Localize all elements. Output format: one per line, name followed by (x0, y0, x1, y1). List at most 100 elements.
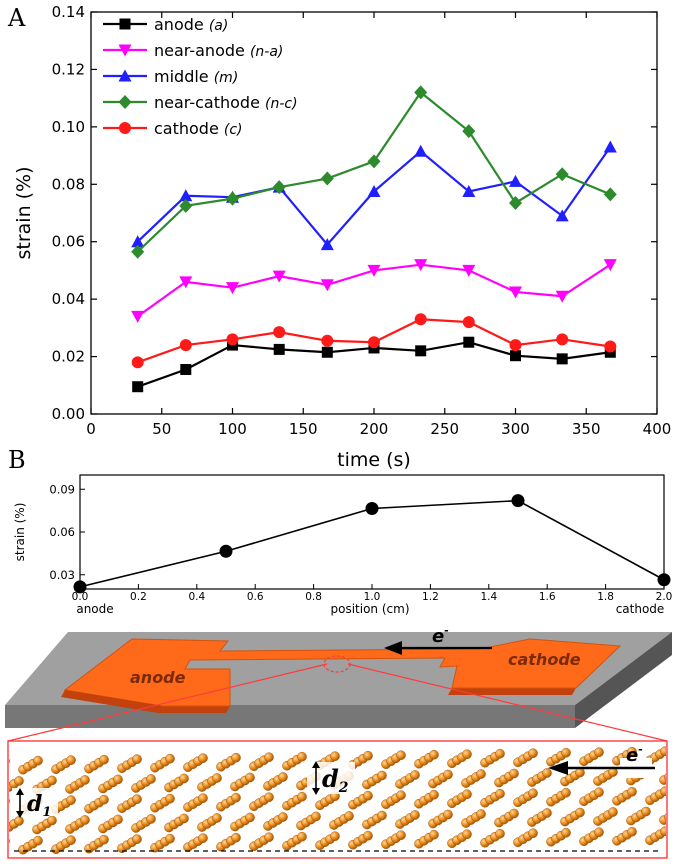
lattice-atom (476, 769, 486, 779)
lattice-atom (198, 793, 208, 803)
lattice-atom (561, 747, 571, 758)
lattice-atom (66, 795, 76, 805)
panel-a-label: A (7, 4, 26, 32)
lattice-atom (33, 755, 43, 766)
a-point-near_cathode (414, 85, 428, 100)
a-point-anode (180, 363, 192, 375)
lattice-atom (429, 829, 439, 840)
b-y-tick-label: 0.06 (49, 525, 75, 539)
lattice-atom (575, 767, 585, 778)
a-point-anode (132, 381, 144, 393)
b-x-tick-label: 1.8 (597, 591, 614, 603)
legend-marker-anode (119, 18, 131, 30)
b-x-tick-label: 1.2 (422, 591, 439, 603)
b-y-tick-label: 0.09 (49, 482, 75, 496)
lattice-atom (363, 830, 373, 841)
a-point-cathode (273, 326, 286, 339)
lattice-atom (594, 787, 604, 798)
a-point-near_anode (509, 286, 522, 299)
lattice-atom (396, 750, 406, 761)
b-point (219, 544, 233, 558)
substrate-front (5, 705, 575, 728)
a-point-cathode (414, 313, 427, 326)
panel-b-anode-end-label: anode (76, 602, 113, 616)
a-y-tick-label: 0.12 (52, 60, 85, 78)
panel-a-series (131, 85, 617, 393)
a-point-cathode (368, 336, 380, 349)
lattice-atom (509, 768, 519, 779)
legend-marker-cathode (119, 122, 131, 134)
lattice-atom (297, 751, 307, 762)
lattice-atom (669, 769, 675, 778)
a-point-cathode (179, 339, 192, 352)
lattice-atom (664, 773, 666, 781)
b-x-tick-label: 1.0 (364, 591, 381, 603)
b-x-tick-label: 0.0 (72, 591, 89, 603)
lattice-atom (0, 760, 5, 769)
a-y-tick-label: 0.08 (52, 175, 85, 193)
lattice-atom (212, 813, 222, 823)
a-point-anode (463, 336, 475, 348)
lattice-atom (542, 808, 552, 818)
lattice-atom (99, 754, 109, 765)
lattice-atom (0, 800, 5, 809)
lattice-atom (528, 828, 538, 839)
panel-b-series (73, 494, 671, 594)
a-point-middle (414, 144, 428, 157)
a-point-near_cathode (509, 195, 522, 210)
panel-a-y-axis-title: strain (%) (13, 166, 35, 259)
a-series-line-near_cathode (136, 90, 611, 253)
a-x-tick-label: 350 (572, 420, 601, 438)
a-point-middle (555, 209, 569, 222)
a-point-anode (510, 350, 521, 362)
a-point-anode (321, 346, 333, 358)
a-x-tick-label: 100 (218, 420, 247, 438)
a-point-near_cathode (320, 171, 334, 186)
a-y-tick-label: 0.10 (52, 118, 85, 136)
lattice-atom (462, 789, 472, 800)
lattice-atom (80, 775, 90, 785)
lattice-atom (344, 811, 354, 821)
lattice-atom (495, 828, 505, 839)
a-x-tick-label: 250 (430, 420, 459, 438)
b-x-tick-label: 0.4 (188, 591, 205, 603)
lattice-atom (278, 772, 288, 782)
lattice-atom (47, 775, 57, 786)
a-point-near_anode (179, 276, 193, 289)
panel-b-x-axis-title: position (cm) (331, 602, 410, 616)
lattice-atom (528, 748, 538, 759)
lattice-atom (410, 810, 420, 820)
lattice-atom (14, 816, 24, 826)
b-y-tick-label: 0.03 (49, 568, 75, 582)
electron-label: e- (432, 624, 449, 647)
lattice-atom (9, 758, 10, 764)
b-x-tick-label: 2.0 (656, 591, 673, 603)
lattice-atom (245, 772, 255, 783)
a-point-cathode (131, 356, 144, 369)
lattice-atom (264, 792, 274, 802)
a-x-tick-label: 0 (86, 420, 96, 438)
electron-flow-arrowhead (384, 641, 402, 655)
lattice-atom (495, 748, 505, 759)
lattice-atom (495, 788, 505, 799)
lattice-atom (410, 770, 420, 780)
legend-label-anode: anode (a) (154, 15, 228, 34)
panel-a-x-axis-title: time (s) (337, 449, 411, 471)
panel-a-chart: A 0 50 100 150 200 250 300 350 400 0.00 0.02 0.04 0.… (7, 3, 671, 471)
lattice-atom (165, 833, 175, 844)
lattice-atom (245, 812, 255, 823)
legend-marker-near_cathode (118, 95, 132, 109)
panel-b-y-axis-title: strain (%) (13, 503, 27, 562)
a-point-middle (367, 184, 381, 197)
a-y-tick-label: 0.14 (52, 3, 85, 21)
lattice-atom (33, 835, 43, 846)
lattice-atom (132, 794, 142, 804)
d2-arrowhead-down (312, 788, 320, 795)
a-point-middle (320, 238, 334, 251)
a-x-tick-label: 150 (289, 420, 318, 438)
lattice-atom (561, 827, 571, 838)
lattice-atom (528, 788, 538, 799)
lattice-atom (297, 791, 307, 802)
lattice-atom (165, 793, 175, 804)
lattice-atom (113, 774, 123, 785)
